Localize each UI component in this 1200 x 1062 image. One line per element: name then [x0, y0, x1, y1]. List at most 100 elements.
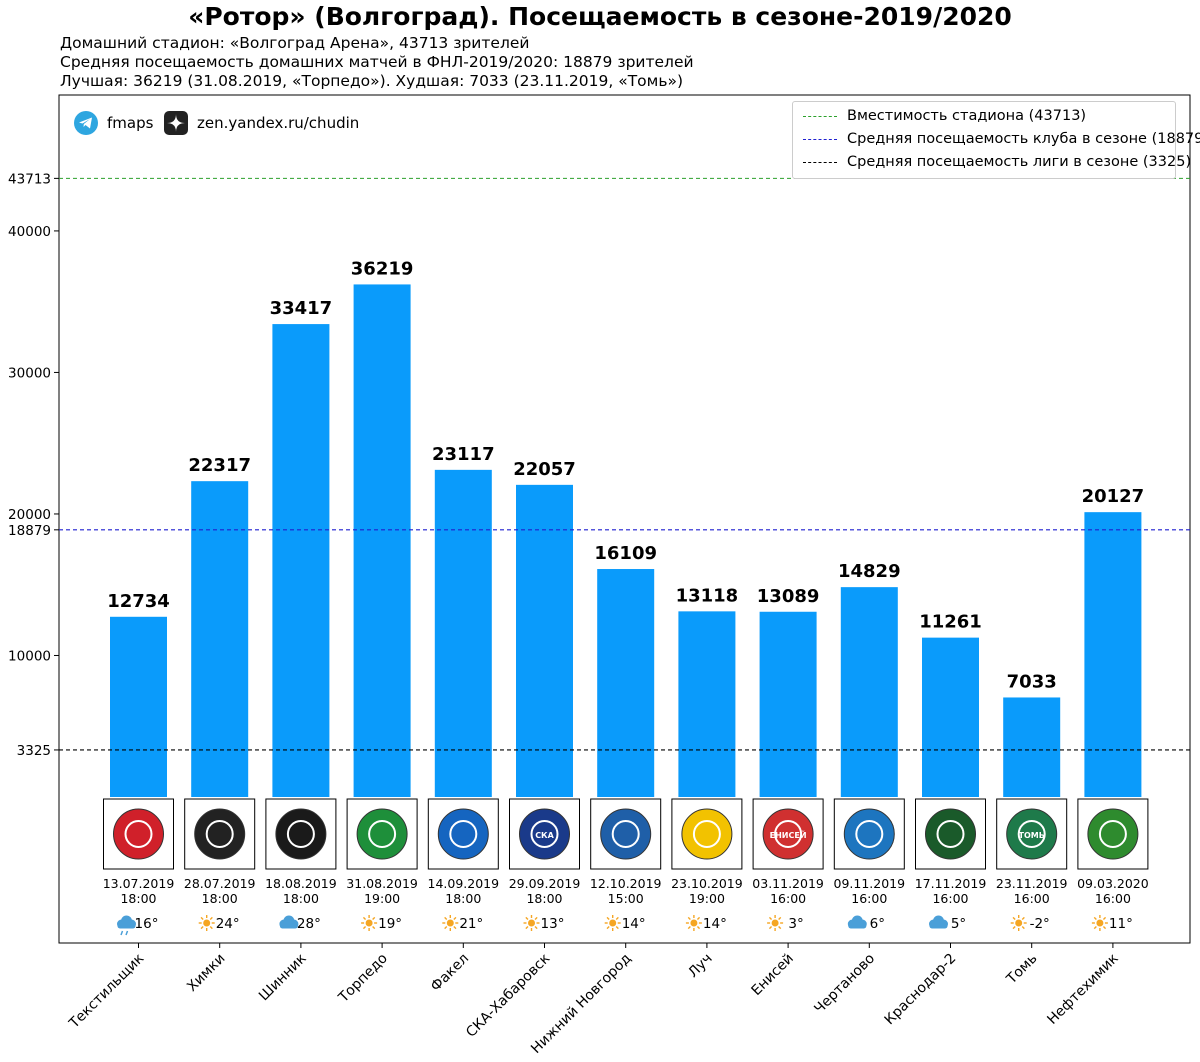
- value-label: 14829: [838, 561, 901, 582]
- match-time: 15:00: [608, 891, 644, 906]
- value-label: 20127: [1082, 486, 1145, 507]
- bar-10: [840, 587, 898, 797]
- match-date: 28.07.2019: [184, 876, 256, 891]
- match-date: 09.11.2019: [834, 876, 906, 891]
- plot-frame: [58, 94, 1191, 944]
- khimki-logo: [194, 808, 246, 860]
- value-label: 36219: [351, 258, 414, 279]
- logo-emblem: [936, 820, 965, 848]
- bar-4: [353, 284, 411, 797]
- x-category-label: Енисей: [748, 951, 796, 999]
- chart-title: «Ротор» (Волгоград). Посещаемость в сезо…: [188, 2, 1012, 31]
- x-category-label: Текстильщик: [66, 951, 148, 1033]
- match-time: 18:00: [202, 891, 238, 906]
- x-category-label: Нефтехимик: [1044, 951, 1121, 1028]
- legend-line-league: [803, 161, 837, 163]
- match-time: 16:00: [1095, 891, 1131, 906]
- bar-2: [191, 481, 249, 797]
- y-tick-label: 20000: [8, 507, 51, 523]
- value-label: 13089: [757, 586, 820, 607]
- temperature: 14°: [703, 916, 727, 932]
- logo-emblem: [205, 820, 234, 848]
- logo-emblem: [368, 820, 397, 848]
- match-time: 16:00: [932, 891, 968, 906]
- legend-label-club: Средняя посещаемость клуба в сезоне (188…: [847, 131, 1200, 147]
- legend: Вместимость стадиона (43713) Средняя пос…: [792, 101, 1200, 179]
- match-date: 17.11.2019: [915, 876, 987, 891]
- match-time: 18:00: [526, 891, 562, 906]
- logo-emblem: [611, 820, 640, 848]
- bar-8: [678, 611, 736, 797]
- cloud-icon: [929, 915, 948, 929]
- bar-3: [272, 324, 330, 797]
- x-category-label: Луч: [685, 951, 715, 981]
- sun-icon: [361, 915, 378, 931]
- y-tick-label: 3325: [17, 743, 51, 759]
- legend-item-league: Средняя посещаемость лиги в сезоне (3325…: [803, 154, 1191, 170]
- value-label: 33417: [270, 298, 333, 319]
- logo-emblem: [124, 820, 153, 848]
- match-date: 09.03.2020: [1077, 876, 1149, 891]
- bar-13: [1084, 512, 1142, 797]
- y-tick-label: 18879: [8, 523, 51, 539]
- value-label: 13118: [676, 585, 739, 606]
- temperature: -2°: [1030, 916, 1050, 932]
- legend-item-club: Средняя посещаемость клуба в сезоне (188…: [803, 131, 1200, 147]
- y-tick-label: 10000: [8, 648, 51, 664]
- logo-emblem: [774, 820, 803, 848]
- match-date: 29.09.2019: [509, 876, 581, 891]
- fakel-logo: [437, 808, 489, 860]
- match-time: 18:00: [120, 891, 156, 906]
- value-label: 22317: [188, 455, 251, 476]
- x-category-label: СКА-Хабаровск: [463, 951, 553, 1041]
- temperature: 14°: [622, 916, 646, 932]
- temperature: 16°: [135, 916, 159, 932]
- tom-logo: [1006, 808, 1058, 860]
- sun-icon: [523, 915, 540, 931]
- logo-text: ЕНИСЕЙ: [770, 829, 807, 840]
- nizhny-logo: [600, 808, 652, 860]
- logo-text: СКА: [535, 831, 554, 840]
- x-category-label: Краснодар-2: [882, 951, 960, 1029]
- y-tick-label: 30000: [8, 365, 51, 381]
- value-label: 12734: [107, 591, 170, 612]
- match-time: 16:00: [851, 891, 887, 906]
- temperature: 24°: [216, 916, 240, 932]
- bar-5: [434, 469, 492, 797]
- bar-7: [597, 569, 655, 797]
- value-label: 16109: [594, 543, 657, 564]
- subtitle-average: Средняя посещаемость домашних матчей в Ф…: [60, 53, 694, 71]
- x-category-label: Химки: [184, 951, 228, 995]
- y-tick-label: 40000: [8, 224, 51, 240]
- zen-label: zen.yandex.ru/chudin: [197, 114, 360, 132]
- y-tick-label: 43713: [8, 171, 51, 187]
- telegram-link[interactable]: fmaps: [73, 110, 153, 136]
- bar-6: [516, 484, 573, 797]
- zen-link[interactable]: zen.yandex.ru/chudin: [163, 110, 359, 136]
- match-time: 18:00: [445, 891, 481, 906]
- temperature: 6°: [870, 916, 885, 932]
- sun-icon: [767, 915, 784, 931]
- match-time: 18:00: [283, 891, 319, 906]
- match-date: 13.07.2019: [103, 876, 175, 891]
- logo-emblem: [286, 820, 315, 848]
- logo-emblem: [1098, 820, 1127, 848]
- sun-icon: [604, 915, 621, 931]
- rain-cloud-icon: [117, 915, 136, 936]
- torpedo-logo: [356, 808, 408, 860]
- temperature: 3°: [788, 916, 803, 932]
- enisey-logo: [762, 808, 814, 860]
- match-date: 23.10.2019: [671, 876, 743, 891]
- x-category-label: Томь: [1003, 951, 1040, 988]
- sun-icon: [1010, 915, 1027, 931]
- match-date: 03.11.2019: [752, 876, 824, 891]
- sun-icon: [442, 915, 459, 931]
- logo-emblem: [530, 820, 559, 848]
- match-time: 16:00: [1014, 891, 1050, 906]
- textilshchik-logo: [113, 808, 164, 860]
- subtitle-best-worst: Лучшая: 36219 (31.08.2019, «Торпедо»). Х…: [60, 72, 684, 90]
- match-date: 14.09.2019: [428, 876, 500, 891]
- x-category-label: Чертаново: [811, 951, 878, 1018]
- legend-line-capacity: [803, 115, 837, 117]
- temperature: 11°: [1109, 916, 1133, 932]
